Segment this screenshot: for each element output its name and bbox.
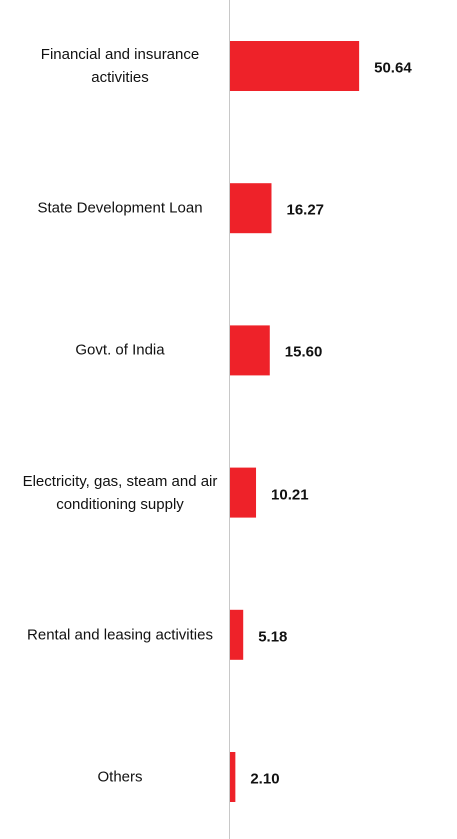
bar (230, 609, 244, 660)
value-label: 15.60 (284, 343, 323, 361)
category-label: Others (97, 768, 143, 786)
category-label: Rental and leasing activities (27, 626, 213, 644)
value-label: 5.18 (258, 628, 288, 646)
category-label: Electricity, gas, steam and air conditio… (22, 472, 218, 513)
bar (230, 752, 236, 802)
category-label: State Development Loan (37, 199, 203, 217)
value-label: 10.21 (271, 486, 309, 504)
category-label: Govt. of India (75, 341, 165, 359)
bar (230, 325, 270, 376)
bar (230, 467, 257, 518)
value-label: 2.10 (250, 770, 280, 788)
bar (230, 41, 360, 91)
value-label: 16.27 (286, 201, 325, 219)
value-label: 50.64 (374, 59, 412, 77)
category-label: Financial and insurance activities (40, 46, 200, 86)
bar (230, 183, 272, 234)
